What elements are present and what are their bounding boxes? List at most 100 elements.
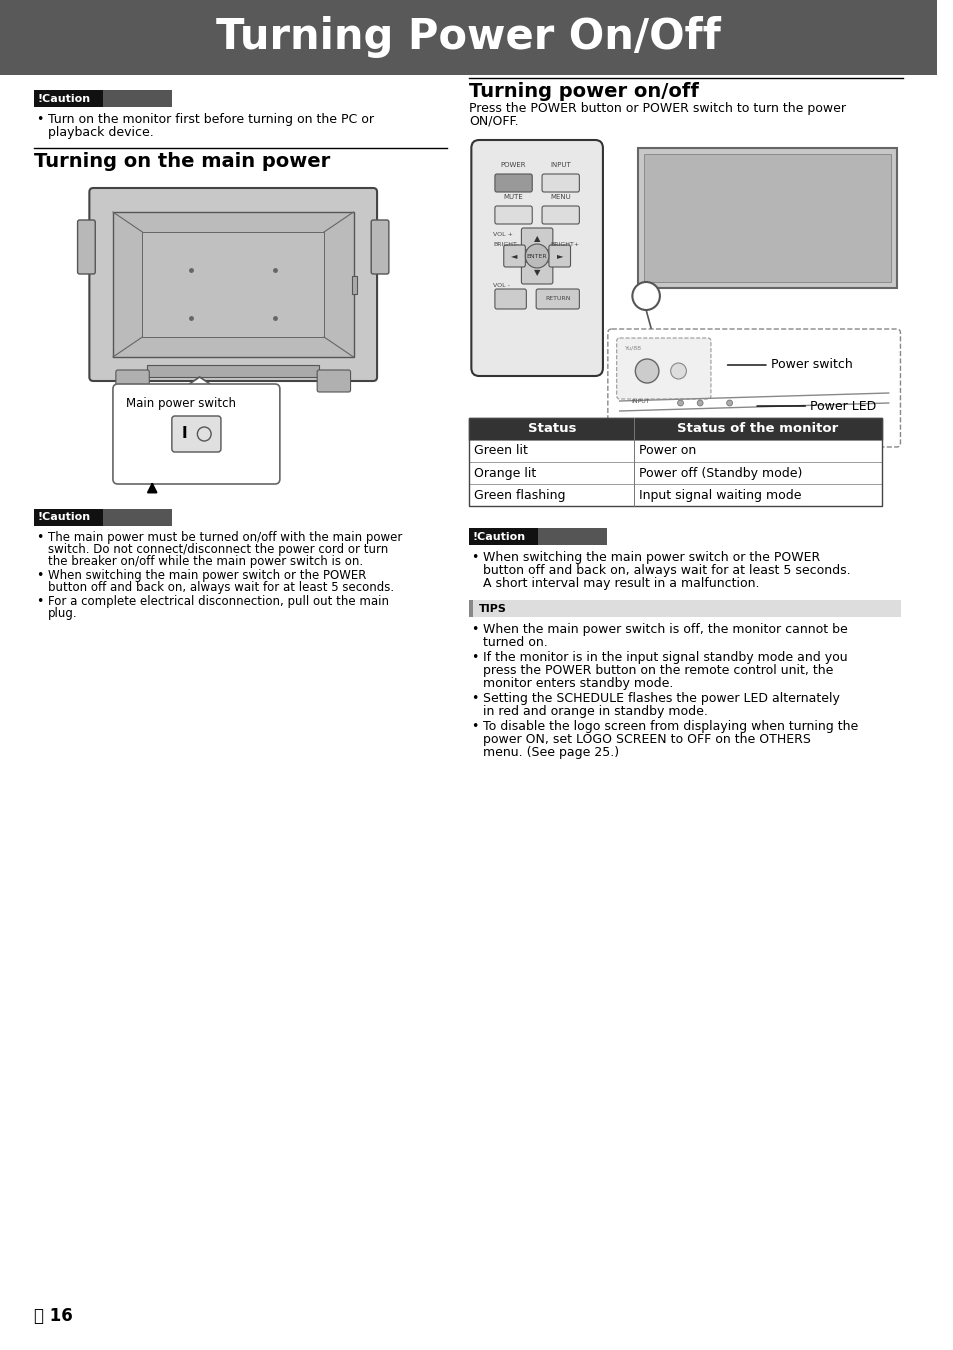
Text: ▲: ▲ [534, 235, 539, 243]
Bar [537, 528, 606, 545]
Circle shape [677, 400, 682, 406]
FancyBboxPatch shape [90, 188, 376, 381]
FancyBboxPatch shape [541, 207, 578, 224]
FancyBboxPatch shape [471, 140, 602, 377]
Text: Power off (Standby mode): Power off (Standby mode) [639, 467, 801, 479]
Text: !Caution: !Caution [472, 532, 525, 541]
Text: I: I [182, 427, 187, 441]
Text: To disable the logo screen from displaying when turning the: To disable the logo screen from displayi… [482, 720, 858, 733]
Text: !Caution: !Caution [37, 93, 91, 104]
Bar [103, 90, 172, 107]
Text: Turning power on/off: Turning power on/off [469, 82, 699, 101]
FancyBboxPatch shape [495, 174, 532, 192]
Text: INPUT: INPUT [631, 400, 649, 404]
Circle shape [525, 244, 548, 269]
Bar [634, 462, 881, 485]
Text: switch. Do not connect/disconnect the power cord or turn: switch. Do not connect/disconnect the po… [48, 543, 388, 556]
FancyBboxPatch shape [115, 370, 149, 392]
Text: power ON, set LOGO SCREEN to OFF on the OTHERS: power ON, set LOGO SCREEN to OFF on the … [482, 733, 810, 747]
Text: ►: ► [556, 251, 562, 261]
Bar [469, 440, 634, 462]
Text: When switching the main power switch or the POWER: When switching the main power switch or … [48, 568, 366, 582]
Text: •: • [36, 531, 44, 544]
Text: Green lit: Green lit [474, 444, 528, 458]
Text: MUTE: MUTE [503, 194, 523, 200]
Text: When the main power switch is off, the monitor cannot be: When the main power switch is off, the m… [482, 622, 847, 636]
Text: POWER: POWER [500, 162, 526, 167]
Circle shape [697, 400, 702, 406]
Bar [112, 212, 354, 356]
Text: Power switch: Power switch [770, 359, 852, 371]
Text: ENTER: ENTER [526, 254, 547, 258]
Text: •: • [471, 720, 478, 733]
Text: monitor enters standby mode.: monitor enters standby mode. [482, 676, 673, 690]
Bar [469, 462, 634, 485]
Text: When switching the main power switch or the POWER: When switching the main power switch or … [482, 551, 820, 564]
Bar [634, 485, 881, 506]
Text: Power on: Power on [639, 444, 696, 458]
Text: TIPS: TIPS [478, 603, 507, 613]
FancyBboxPatch shape [172, 416, 221, 452]
Bar [147, 364, 319, 377]
Text: ON/OFF.: ON/OFF. [469, 115, 518, 128]
Text: playback device.: playback device. [48, 126, 153, 139]
Text: •: • [471, 622, 478, 636]
Text: Status: Status [527, 423, 576, 436]
Text: •: • [36, 568, 44, 582]
FancyBboxPatch shape [548, 244, 570, 267]
FancyBboxPatch shape [77, 220, 95, 274]
Bar [469, 418, 881, 440]
FancyBboxPatch shape [541, 174, 578, 192]
FancyBboxPatch shape [503, 244, 525, 267]
Text: ◄: ◄ [511, 251, 517, 261]
Text: VOL +: VOL + [493, 232, 513, 238]
Text: If the monitor is in the input signal standby mode and you: If the monitor is in the input signal st… [482, 651, 847, 664]
Text: •: • [36, 595, 44, 608]
FancyBboxPatch shape [607, 329, 900, 447]
Polygon shape [182, 377, 217, 389]
Text: Input signal waiting mode: Input signal waiting mode [639, 489, 801, 501]
Text: •: • [471, 551, 478, 564]
Text: BRIGHT-: BRIGHT- [493, 242, 517, 247]
Text: •: • [471, 651, 478, 664]
Text: BRIGHT+: BRIGHT+ [549, 242, 578, 247]
Text: in red and orange in standby mode.: in red and orange in standby mode. [482, 705, 707, 718]
Text: plug.: plug. [48, 608, 77, 620]
Bar [469, 485, 634, 506]
Text: !Caution: !Caution [37, 513, 91, 522]
Bar [469, 418, 881, 506]
Bar [351, 275, 357, 294]
Text: button off and back on, always wait for at least 5 seconds.: button off and back on, always wait for … [482, 564, 850, 576]
FancyBboxPatch shape [495, 289, 526, 309]
FancyBboxPatch shape [521, 262, 553, 284]
Text: INPUT: INPUT [550, 162, 571, 167]
FancyBboxPatch shape [536, 289, 578, 309]
FancyBboxPatch shape [316, 370, 350, 392]
Text: Turning Power On/Off: Turning Power On/Off [215, 16, 720, 58]
Circle shape [197, 427, 211, 441]
Bar [469, 599, 901, 617]
Text: ▼: ▼ [534, 269, 539, 278]
Text: The main power must be turned on/off with the main power: The main power must be turned on/off wit… [48, 531, 402, 544]
Text: press the POWER button on the remote control unit, the: press the POWER button on the remote con… [482, 664, 833, 676]
FancyBboxPatch shape [371, 220, 389, 274]
Bar [643, 154, 890, 282]
Text: Orange lit: Orange lit [474, 467, 536, 479]
Bar [142, 232, 324, 338]
Text: Status of the monitor: Status of the monitor [677, 423, 838, 436]
Bar [103, 509, 172, 526]
Text: •: • [471, 693, 478, 705]
Circle shape [726, 400, 732, 406]
Bar [638, 148, 896, 288]
Text: Setting the SCHEDULE flashes the power LED alternately: Setting the SCHEDULE flashes the power L… [482, 693, 840, 705]
Bar [34, 509, 172, 526]
Text: •: • [36, 113, 44, 126]
Text: A short interval may result in a malfunction.: A short interval may result in a malfunc… [482, 576, 759, 590]
Text: button off and back on, always wait for at least 5 seconds.: button off and back on, always wait for … [48, 580, 394, 594]
Text: Turning on the main power: Turning on the main power [34, 153, 331, 171]
Text: Main power switch: Main power switch [126, 397, 235, 410]
Bar [634, 440, 881, 462]
Bar [34, 90, 172, 107]
Text: VOL -: VOL - [493, 284, 509, 288]
Text: menu. (See page 25.): menu. (See page 25.) [482, 747, 618, 759]
